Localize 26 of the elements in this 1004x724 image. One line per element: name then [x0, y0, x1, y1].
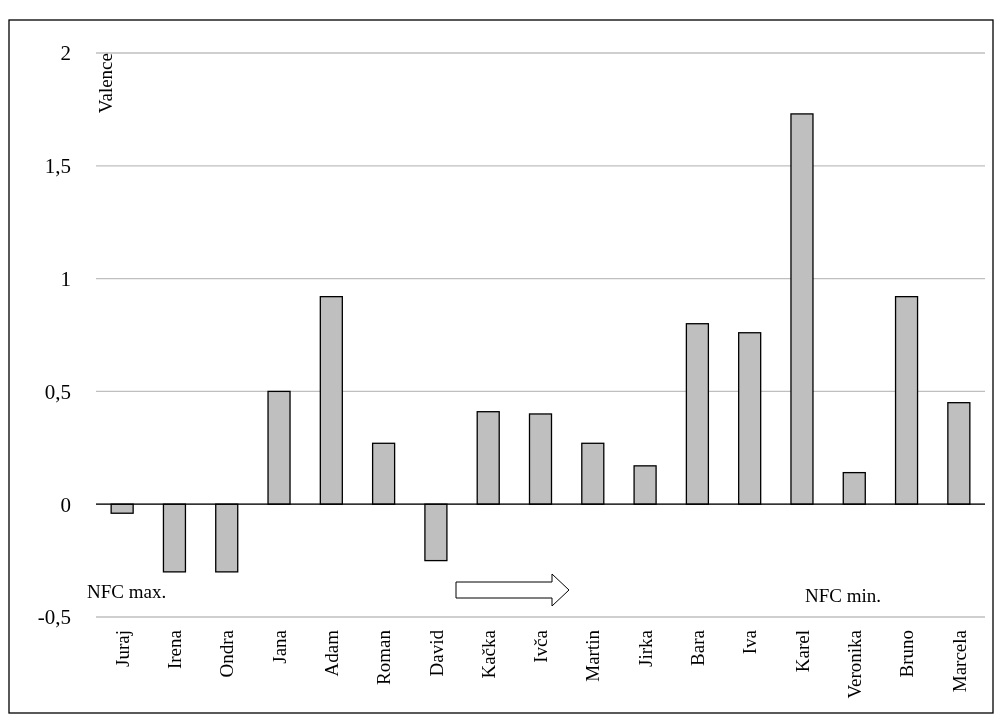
x-tick-label: Juraj — [111, 630, 133, 667]
x-tick-label: Kačka — [477, 629, 499, 679]
y-tick-label: -0,5 — [37, 605, 71, 630]
annotation: NFC max. — [87, 581, 167, 602]
x-tick-label: Bara — [687, 629, 709, 666]
x-tick-label: Iva — [739, 629, 761, 655]
y-tick-label: 1,5 — [44, 154, 71, 179]
x-tick-label: Jana — [268, 629, 290, 664]
x-tick-label: Bruno — [896, 630, 918, 678]
x-tick-label: Martin — [582, 629, 604, 682]
x-tick-label: Veronika — [843, 629, 865, 699]
x-tick-label: Marcela — [948, 629, 970, 693]
y-tick-label: 0 — [60, 492, 71, 517]
x-tick-label: Roman — [373, 629, 395, 685]
x-tick-label: Jirka — [634, 629, 656, 667]
y-tick-label: 1 — [60, 266, 71, 291]
y-tick-label: 2 — [60, 41, 71, 66]
x-tick-label: Karel — [791, 630, 813, 673]
y-axis-title: Valence — [94, 53, 116, 114]
y-tick-label: 0,5 — [44, 379, 71, 404]
x-tick-label: Ivča — [530, 629, 552, 663]
x-tick-label: Irena — [164, 629, 186, 670]
x-tick-label: Ondra — [216, 629, 238, 678]
annotation: NFC min. — [805, 585, 882, 606]
x-tick-label: Adam — [320, 629, 342, 677]
x-tick-label: David — [425, 629, 447, 677]
